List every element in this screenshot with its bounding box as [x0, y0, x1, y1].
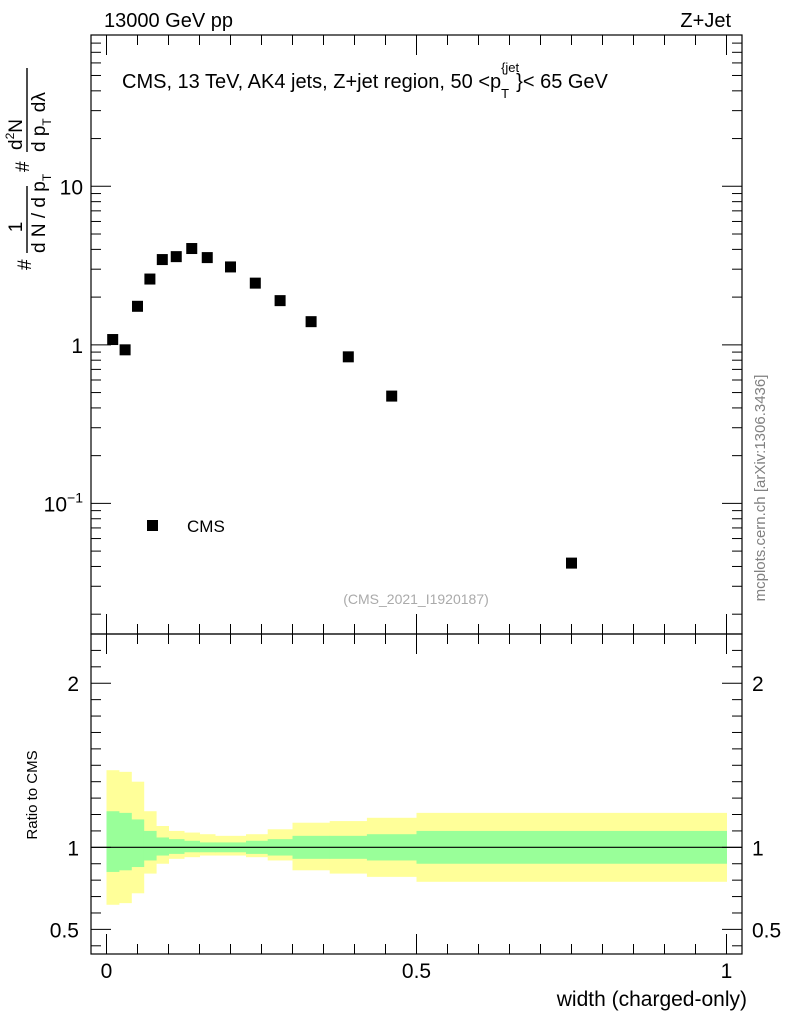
legend-marker-cms — [147, 520, 158, 531]
data-point — [274, 295, 286, 307]
ratio-plot-frame — [90, 633, 743, 955]
plot-title: CMS, 13 TeV, AK4 jets, Z+jet region, 50 … — [122, 60, 609, 101]
ratio-inner-band-bin — [143, 830, 157, 861]
ratio-tick-labels: 2 2 1 1 0.5 0.5 0 0.5 1 — [50, 673, 781, 983]
x-tick-label: 1 — [721, 960, 733, 983]
svg-text:d N / d pT: d N / d pT — [29, 173, 54, 253]
energy-label: 13000 GeV pp — [104, 10, 233, 32]
ratio-inner-band-bin — [131, 819, 145, 868]
ratio-y-tick-label-right: 0.5 — [752, 919, 781, 942]
ratio-y-tick-label-left: 2 — [67, 673, 79, 696]
data-point — [566, 557, 577, 569]
ratio-inner-band-bin — [118, 812, 132, 871]
ratio-y-tick-label-left: 1 — [67, 837, 79, 860]
ratio-y-tick-label-left: 0.5 — [50, 919, 79, 942]
x-tick-label: 0 — [101, 960, 113, 983]
data-point — [132, 300, 143, 312]
process-label: Z+Jet — [680, 10, 731, 32]
main-plot-frame — [90, 34, 743, 635]
legend-label-cms: CMS — [187, 517, 225, 536]
svg-text:d pTdλ: d pTdλ — [29, 92, 54, 152]
x-tick-label: 0.5 — [402, 960, 431, 983]
data-point — [107, 334, 119, 346]
svg-text:#: # — [13, 161, 34, 172]
ratio-panel: 2 2 1 1 0.5 0.5 0 0.5 1 Ratio to CMS width (char… — [24, 633, 781, 1011]
data-point — [156, 254, 168, 266]
main-panel: 10 1 10−1 CMS, 13 TeV, AK4 jets, Z+jet reg… — [3, 34, 743, 635]
data-point — [249, 277, 261, 289]
main-y-tick-label: 10 — [60, 176, 83, 199]
data-point — [119, 344, 131, 356]
data-point — [201, 252, 213, 264]
data-point — [186, 243, 198, 255]
data-point — [225, 261, 236, 273]
data-point — [342, 351, 354, 363]
ratio-y-tick-label-right: 1 — [752, 837, 764, 860]
main-y-axis-label: # 1 d N / d pT # d2N d pTdλ — [3, 68, 54, 270]
main-y-tick-label: 10−1 — [44, 489, 84, 516]
ratio-y-tick-label-right: 2 — [752, 673, 764, 696]
ratio-inner-band-bin — [168, 839, 185, 854]
data-point — [144, 273, 156, 285]
data-point — [170, 251, 182, 263]
ratio-inner-band-bin — [106, 811, 120, 872]
ratio-axis-ticks — [91, 634, 742, 954]
ratio-inner-band-bin — [156, 837, 169, 856]
watermark: mcplots.cern.ch [arXiv:1306.3436] — [752, 375, 769, 602]
main-y-tick-labels: 10 1 10−1 — [44, 176, 84, 516]
data-point — [386, 390, 398, 402]
svg-text:d2N: d2N — [3, 119, 27, 150]
svg-text:#: # — [15, 259, 36, 270]
data-point — [305, 316, 317, 328]
x-axis-label: width (charged-only) — [556, 988, 747, 1011]
svg-text:1: 1 — [6, 222, 27, 233]
main-y-tick-label: 1 — [71, 335, 83, 358]
analysis-reference: (CMS_2021_I1920187) — [343, 591, 489, 607]
ratio-uncertainty-bands — [106, 770, 727, 905]
ratio-inner-band-bin — [184, 840, 200, 853]
ratio-y-axis-label: Ratio to CMS — [24, 750, 41, 839]
data-points — [107, 243, 577, 569]
main-axis-ticks — [91, 34, 742, 634]
